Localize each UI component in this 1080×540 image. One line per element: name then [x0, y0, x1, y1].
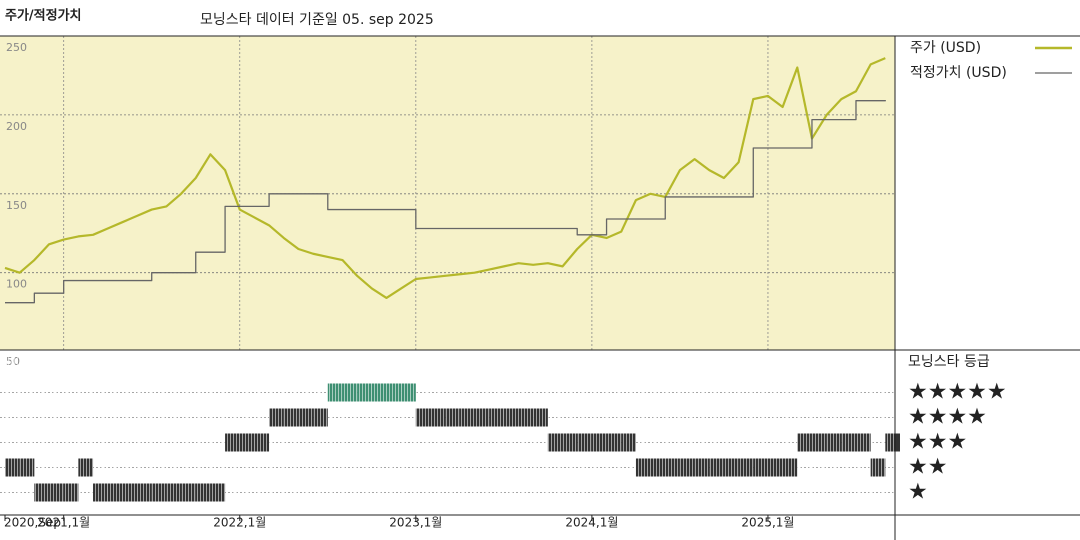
- y-tick-label: 150: [6, 199, 27, 212]
- series-line: [4, 57, 886, 300]
- rating-level: ★: [908, 480, 928, 505]
- x-tick-label: 2022,1월: [213, 516, 266, 530]
- x-tick-label: 2021,1월: [37, 516, 90, 530]
- stripe-overlay: [0, 350, 895, 515]
- legend-label: 적정가치 (USD): [910, 65, 1007, 81]
- chart-subtitle: 모닝스타 데이터 기준일 05. sep 2025: [200, 12, 434, 28]
- x-tick-label: 2020,Sep: [4, 516, 61, 530]
- rating-level: ★★★: [908, 430, 967, 455]
- x-tick-label: 2025,1월: [741, 516, 794, 530]
- y-tick-label: 100: [6, 278, 27, 291]
- y-tick-label: 250: [6, 41, 27, 54]
- x-tick-label: 2024,1월: [565, 516, 618, 530]
- plot-background: [0, 36, 895, 350]
- rating-level: ★★: [908, 455, 947, 480]
- chart-title: 주가/적정가치: [5, 8, 82, 24]
- rating-level: ★★★★★: [908, 380, 1007, 405]
- rating-level: ★★★★: [908, 405, 987, 430]
- legend-label: 주가 (USD): [910, 40, 981, 56]
- y-tick-label: 200: [6, 120, 27, 133]
- series-line: [5, 100, 886, 304]
- x-tick-label: 2023,1월: [389, 516, 442, 530]
- rating-title: 모닝스타 등급: [908, 354, 990, 370]
